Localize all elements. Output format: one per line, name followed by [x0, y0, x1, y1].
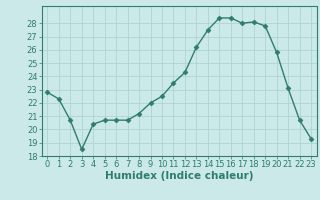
X-axis label: Humidex (Indice chaleur): Humidex (Indice chaleur): [105, 171, 253, 181]
